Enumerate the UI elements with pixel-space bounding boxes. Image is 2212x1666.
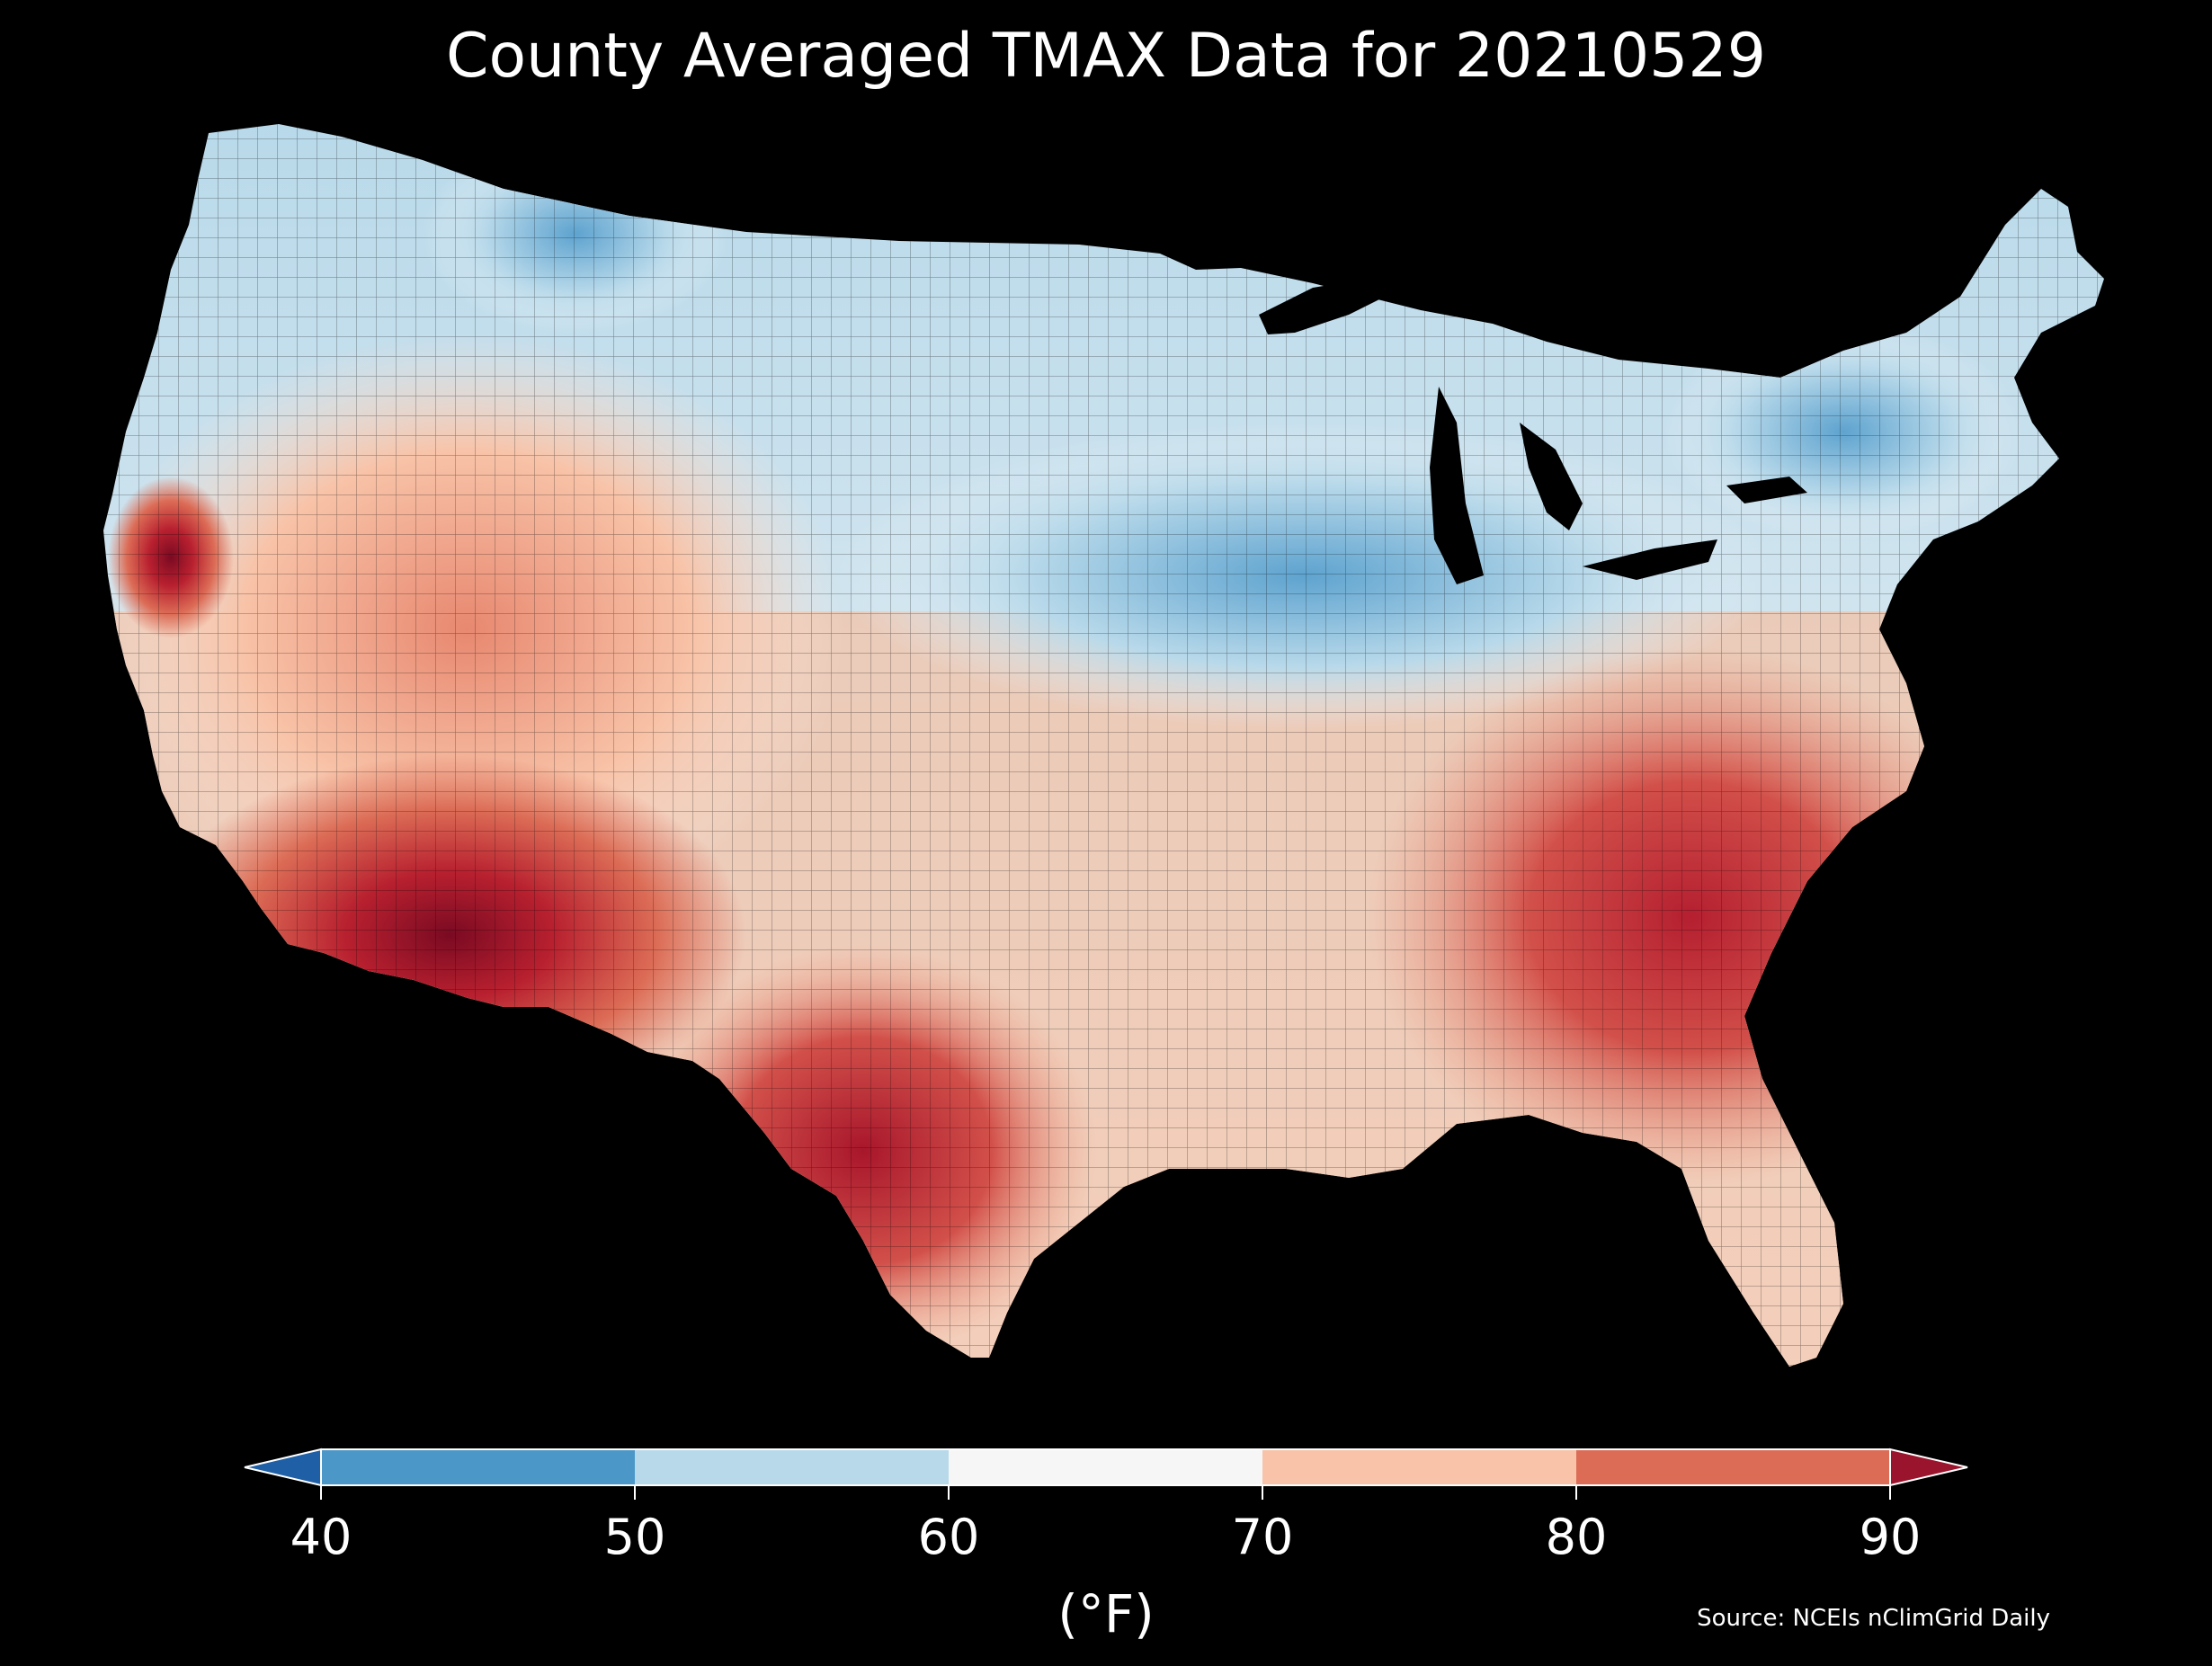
colorbar-tick-label-70: 70 (1231, 1509, 1294, 1565)
colorbar-ticks (320, 1485, 1891, 1500)
county-boundaries (103, 124, 2104, 1367)
colorbar-bin-40-50 (321, 1449, 635, 1485)
colorbar-bin-80-90 (1576, 1449, 1890, 1485)
map-title: County Averaged TMAX Data for 20210529 (446, 21, 1766, 92)
colorbar-under-arrow (244, 1448, 322, 1487)
county-map (103, 124, 2104, 1367)
lake-ontario (1726, 477, 1807, 503)
colorbar-bin-50-60 (635, 1449, 949, 1485)
colorbar-tick-label-60: 60 (917, 1509, 980, 1565)
colorbar-bin-60-70 (949, 1449, 1262, 1485)
colorbar-over-arrow (1889, 1448, 1968, 1487)
colorbar-tick-label-90: 90 (1859, 1509, 1922, 1565)
colorbar-tick-label-50: 50 (603, 1509, 666, 1565)
source-credit: Source: NCEIs nClimGrid Daily (1697, 1605, 2050, 1632)
lake-superior (1259, 279, 1385, 334)
colorbar-tick-label-40: 40 (290, 1509, 352, 1565)
lake-erie (1583, 539, 1717, 580)
colorbar-bin-70-80 (1262, 1449, 1576, 1485)
colorbar (244, 1448, 1968, 1500)
colorbar-units-label: (°F) (1057, 1583, 1155, 1644)
lake-huron (1520, 423, 1583, 530)
colorbar-tick-label-80: 80 (1545, 1509, 1608, 1565)
great-lakes (1259, 279, 1807, 584)
lake-michigan (1430, 387, 1484, 584)
colorbar-outline (320, 1448, 1891, 1486)
